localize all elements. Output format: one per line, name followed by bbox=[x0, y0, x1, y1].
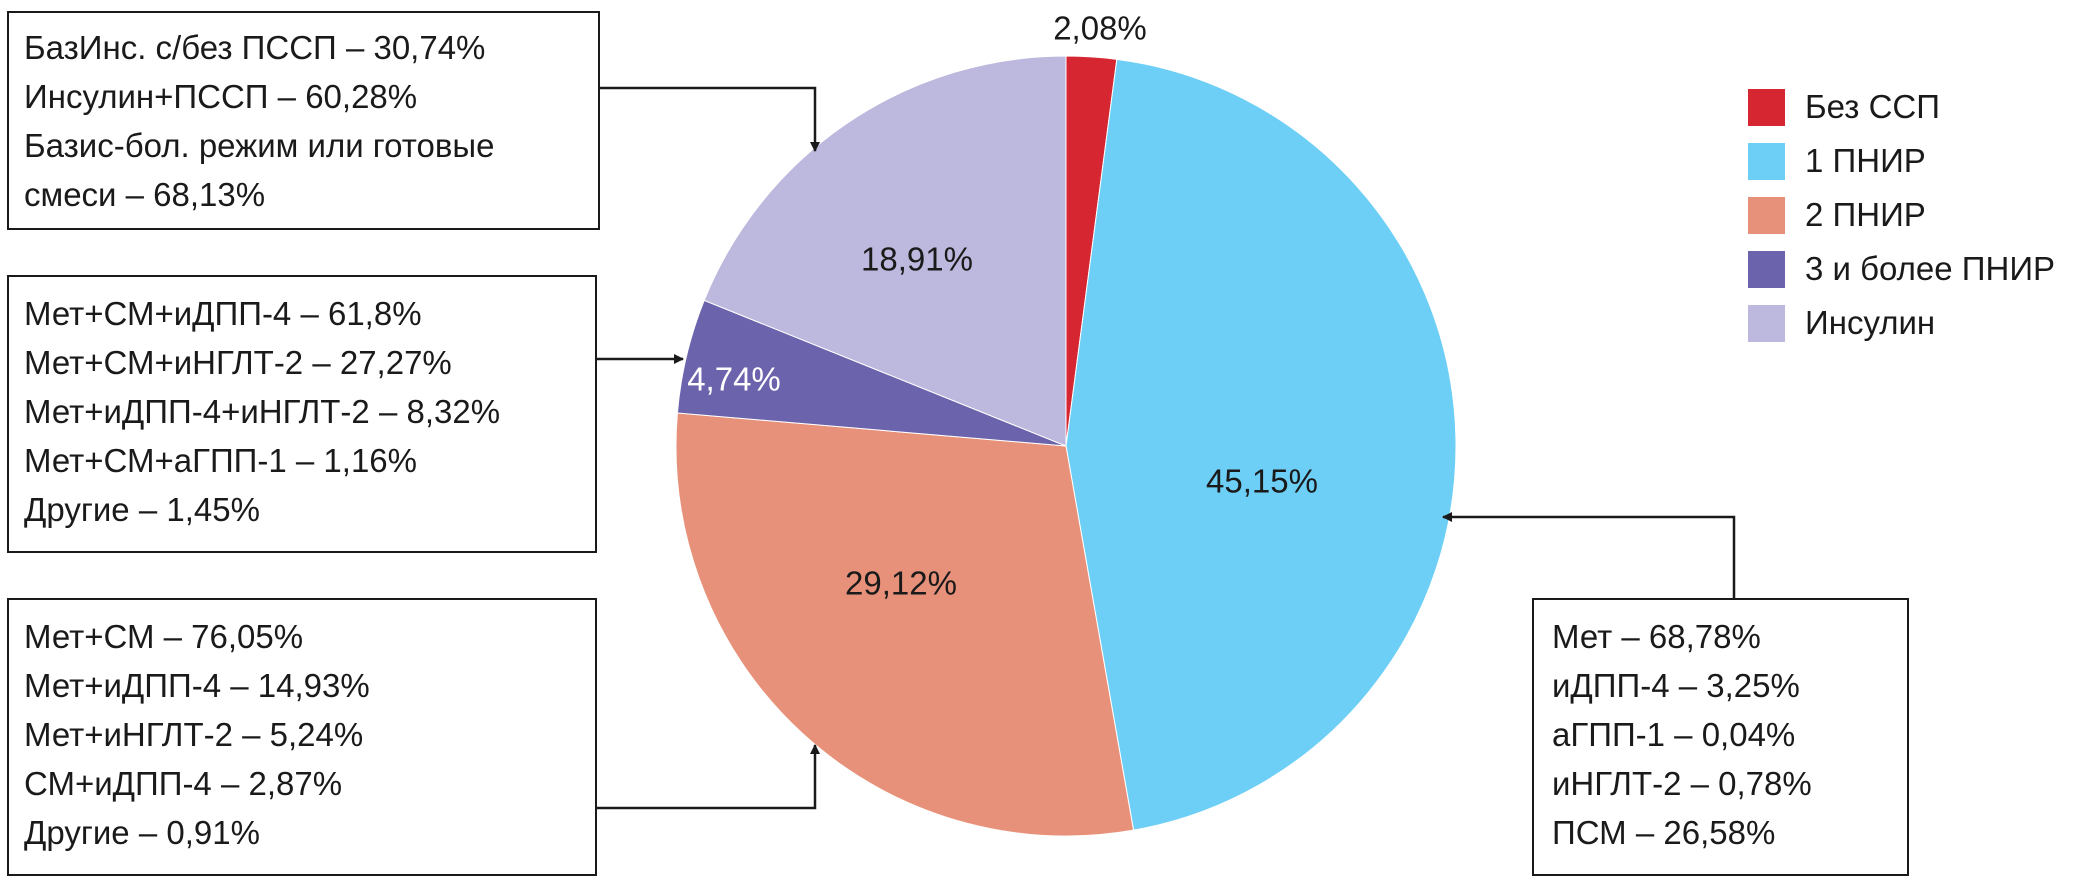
annotation-line: Мет+СМ+иДПП-4 – 61,8% bbox=[24, 295, 422, 332]
pie-slice-insulin bbox=[703, 55, 1067, 447]
annotation-box-3pnir: Мет+СМ+иДПП-4 – 61,8% Мет+СМ+иНГЛТ-2 – 2… bbox=[7, 275, 597, 553]
legend-swatch bbox=[1748, 142, 1785, 180]
annotation-line: ПСМ – 26,58% bbox=[1552, 814, 1776, 851]
annotation-line: иДПП-4 – 3,25% bbox=[1552, 667, 1800, 704]
connector-insulin bbox=[600, 86, 820, 152]
pie-slices bbox=[675, 55, 1457, 837]
legend-label: Инсулин bbox=[1805, 304, 1936, 341]
annotation-line: аГПП-1 – 0,04% bbox=[1552, 716, 1796, 753]
annotation-line: иНГЛТ-2 – 0,78% bbox=[1552, 765, 1812, 802]
annotation-line: смеси – 68,13% bbox=[24, 176, 266, 213]
annotation-line: Мет+иНГЛТ-2 – 5,24% bbox=[24, 716, 364, 753]
annotation-line: БазИнс. с/без ПССП – 30,74% bbox=[24, 29, 486, 66]
slice-label-2-pnir: 29,12% bbox=[845, 565, 957, 602]
annotation-line: Мет+иДПП-4 – 14,93% bbox=[24, 667, 370, 704]
connector-2pnir bbox=[597, 744, 820, 810]
slice-label-3-pnir: 4,74% bbox=[687, 361, 781, 398]
annotation-box-1pnir: Мет – 68,78% иДПП-4 – 3,25% аГПП-1 – 0,0… bbox=[1532, 598, 1909, 876]
legend-label: Без ССП bbox=[1805, 88, 1940, 125]
slice-label-bez-ssp: 2,08% bbox=[1053, 10, 1147, 47]
annotation-line: Мет – 68,78% bbox=[1552, 618, 1761, 655]
legend-swatch bbox=[1748, 196, 1785, 234]
pie-slice-labels: 2,08% 45,15% 29,12% 4,74% 18,91% bbox=[687, 10, 1318, 602]
annotation-line: Мет+СМ – 76,05% bbox=[24, 618, 304, 655]
pie-slice-2-pnir bbox=[675, 412, 1135, 837]
annotation-connectors bbox=[597, 86, 1736, 810]
annotation-box-insulin: БазИнс. с/без ПССП – 30,74% Инсулин+ПССП… bbox=[7, 11, 600, 230]
legend-item: 3 и более ПНИР bbox=[1748, 242, 2055, 296]
legend-item: Инсулин bbox=[1748, 296, 2055, 350]
legend-label: 2 ПНИР bbox=[1805, 196, 1926, 233]
legend-swatch bbox=[1748, 250, 1785, 288]
annotation-line: Мет+СМ+аГПП-1 – 1,16% bbox=[24, 442, 417, 479]
slice-label-1-pnir: 45,15% bbox=[1206, 463, 1318, 500]
slice-label-insulin: 18,91% bbox=[861, 241, 973, 278]
annotation-line: Мет+иДПП-4+иНГЛТ-2 – 8,32% bbox=[24, 393, 501, 430]
legend-swatch bbox=[1748, 304, 1785, 342]
connector-1pnir bbox=[1442, 512, 1736, 598]
annotation-line: Инсулин+ПССП – 60,28% bbox=[24, 78, 418, 115]
annotation-line: Другие – 1,45% bbox=[24, 491, 260, 528]
legend-item: 1 ПНИР bbox=[1748, 134, 2055, 188]
pie-slice-1-pnir bbox=[1065, 58, 1457, 831]
legend-label: 3 и более ПНИР bbox=[1805, 250, 2056, 287]
annotation-box-2pnir: Мет+СМ – 76,05% Мет+иДПП-4 – 14,93% Мет+… bbox=[7, 598, 597, 876]
legend-item: Без ССП bbox=[1748, 80, 2055, 134]
legend-swatch bbox=[1748, 88, 1785, 126]
annotation-line: Мет+СМ+иНГЛТ-2 – 27,27% bbox=[24, 344, 452, 381]
annotation-line: Другие – 0,91% bbox=[24, 814, 260, 851]
annotation-line: СМ+иДПП-4 – 2,87% bbox=[24, 765, 343, 802]
legend: Без ССП 1 ПНИР 2 ПНИР 3 и более ПНИР Инс… bbox=[1748, 80, 2055, 350]
annotation-line: Базис-бол. режим или готовые bbox=[24, 127, 495, 164]
legend-label: 1 ПНИР bbox=[1805, 142, 1926, 179]
legend-item: 2 ПНИР bbox=[1748, 188, 2055, 242]
